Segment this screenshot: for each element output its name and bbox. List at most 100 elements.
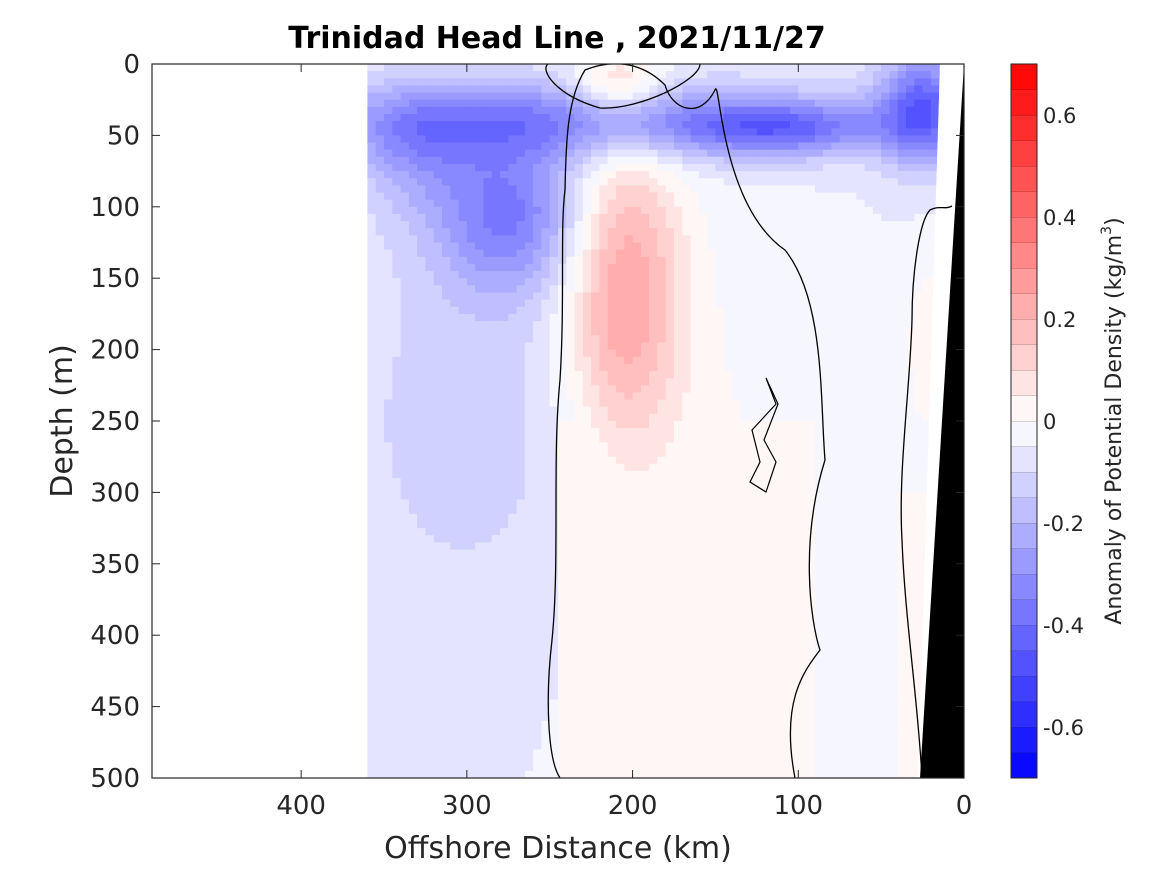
field-cell <box>524 635 534 643</box>
field-cell <box>491 428 501 436</box>
field-cell <box>466 178 476 186</box>
field-cell <box>591 770 600 778</box>
field-cell <box>549 221 559 229</box>
field-cell <box>400 728 410 736</box>
field-cell <box>384 114 393 122</box>
field-cell <box>508 299 518 308</box>
field-cell <box>466 271 476 279</box>
field-cell <box>607 456 617 465</box>
field-cell <box>417 663 426 672</box>
field-cell <box>582 706 592 715</box>
field-cell <box>408 164 418 172</box>
field-cell <box>649 356 658 365</box>
field-cell <box>466 299 476 308</box>
field-cell <box>591 749 600 758</box>
field-cell <box>549 478 559 486</box>
field-cell <box>715 442 725 451</box>
field-cell <box>748 521 758 529</box>
field-cell <box>400 271 410 279</box>
field-cell <box>640 342 650 351</box>
field-cell <box>400 371 410 379</box>
field-cell <box>707 699 716 708</box>
field-cell <box>367 478 377 486</box>
field-cell <box>640 164 650 172</box>
field-cell <box>674 213 683 222</box>
field-cell <box>723 742 733 750</box>
field-cell <box>541 635 551 643</box>
field-cell <box>756 521 766 529</box>
field-cell <box>500 770 509 778</box>
field-cell <box>408 670 418 679</box>
field-cell <box>649 363 658 372</box>
field-cell <box>524 506 534 515</box>
field-cell <box>392 278 402 286</box>
field-cell <box>483 456 493 465</box>
field-cell <box>500 392 509 401</box>
field-cell <box>732 463 741 472</box>
field-cell <box>756 156 766 165</box>
field-cell <box>607 513 617 522</box>
field-cell <box>483 228 493 236</box>
field-cell <box>674 556 683 565</box>
field-cell <box>624 563 634 572</box>
field-cell <box>549 78 559 86</box>
field-cell <box>500 485 509 493</box>
field-cell <box>698 221 708 229</box>
field-cell <box>591 385 600 393</box>
field-cell <box>640 635 650 643</box>
field-cell <box>665 85 675 94</box>
field-cell <box>508 313 518 322</box>
field-cell <box>657 85 667 94</box>
field-cell <box>748 556 758 565</box>
field-cell <box>367 135 377 144</box>
field-cell <box>698 720 708 729</box>
field-cell <box>582 235 592 244</box>
field-cell <box>400 164 410 172</box>
field-cell <box>723 121 733 129</box>
field-cell <box>433 99 443 108</box>
field-cell <box>698 128 708 136</box>
field-cell <box>458 463 468 472</box>
field-cell <box>715 742 725 750</box>
field-cell <box>466 535 476 543</box>
field-cell <box>682 406 692 415</box>
field-cell <box>433 121 443 129</box>
field-cell <box>682 249 692 258</box>
field-cell <box>765 356 774 365</box>
field-cell <box>533 292 542 301</box>
field-cell <box>616 449 625 458</box>
field-cell <box>616 713 625 722</box>
field-cell <box>773 706 783 715</box>
field-cell <box>541 242 551 251</box>
field-cell <box>483 249 493 258</box>
field-cell <box>516 535 526 543</box>
field-cell <box>723 413 733 422</box>
field-cell <box>516 242 526 251</box>
field-cell <box>442 449 451 458</box>
field-cell <box>400 99 410 108</box>
field-cell <box>491 249 501 258</box>
field-cell <box>566 164 576 172</box>
field-cell <box>491 292 501 301</box>
field-cell <box>442 114 451 122</box>
field-cell <box>425 599 435 608</box>
field-cell <box>533 363 542 372</box>
field-cell <box>582 192 592 201</box>
field-cell <box>549 678 559 686</box>
field-cell <box>674 178 683 186</box>
field-cell <box>491 342 501 351</box>
field-cell <box>574 149 584 158</box>
field-cell <box>417 271 426 279</box>
field-cell <box>690 106 700 115</box>
field-cell <box>682 456 692 465</box>
field-cell <box>417 499 426 508</box>
field-cell <box>715 756 725 765</box>
field-cell <box>748 635 758 643</box>
field-cell <box>607 178 617 186</box>
field-cell <box>599 620 609 629</box>
field-cell <box>558 599 567 608</box>
field-cell <box>533 428 542 436</box>
field-cell <box>674 706 683 715</box>
field-cell <box>690 663 700 672</box>
field-cell <box>624 478 634 486</box>
